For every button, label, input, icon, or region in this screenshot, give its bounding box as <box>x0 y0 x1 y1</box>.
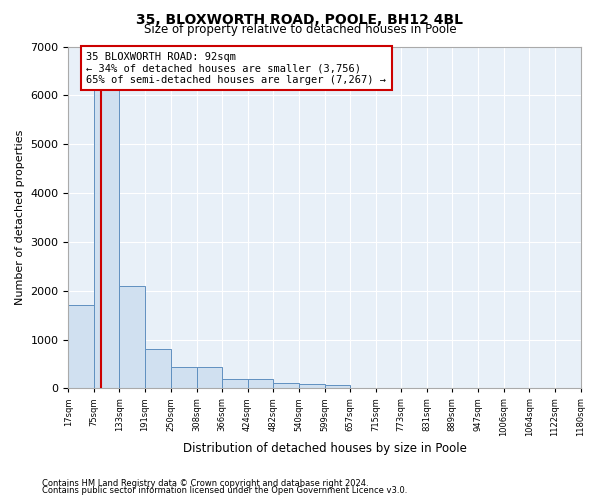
Bar <box>171 368 197 388</box>
Bar <box>68 306 94 388</box>
Bar <box>94 80 119 388</box>
Text: 35, BLOXWORTH ROAD, POOLE, BH12 4BL: 35, BLOXWORTH ROAD, POOLE, BH12 4BL <box>137 12 464 26</box>
Bar <box>197 368 222 388</box>
X-axis label: Distribution of detached houses by size in Poole: Distribution of detached houses by size … <box>182 442 466 455</box>
Text: Contains HM Land Registry data © Crown copyright and database right 2024.: Contains HM Land Registry data © Crown c… <box>42 478 368 488</box>
Text: 35 BLOXWORTH ROAD: 92sqm
← 34% of detached houses are smaller (3,756)
65% of sem: 35 BLOXWORTH ROAD: 92sqm ← 34% of detach… <box>86 52 386 85</box>
Bar <box>248 379 273 388</box>
Bar <box>299 384 325 388</box>
Bar <box>119 286 145 388</box>
Bar <box>325 386 350 388</box>
Bar <box>145 350 171 389</box>
Bar <box>222 378 248 388</box>
Bar <box>273 382 299 388</box>
Y-axis label: Number of detached properties: Number of detached properties <box>15 130 25 305</box>
Text: Size of property relative to detached houses in Poole: Size of property relative to detached ho… <box>143 22 457 36</box>
Text: Contains public sector information licensed under the Open Government Licence v3: Contains public sector information licen… <box>42 486 407 495</box>
